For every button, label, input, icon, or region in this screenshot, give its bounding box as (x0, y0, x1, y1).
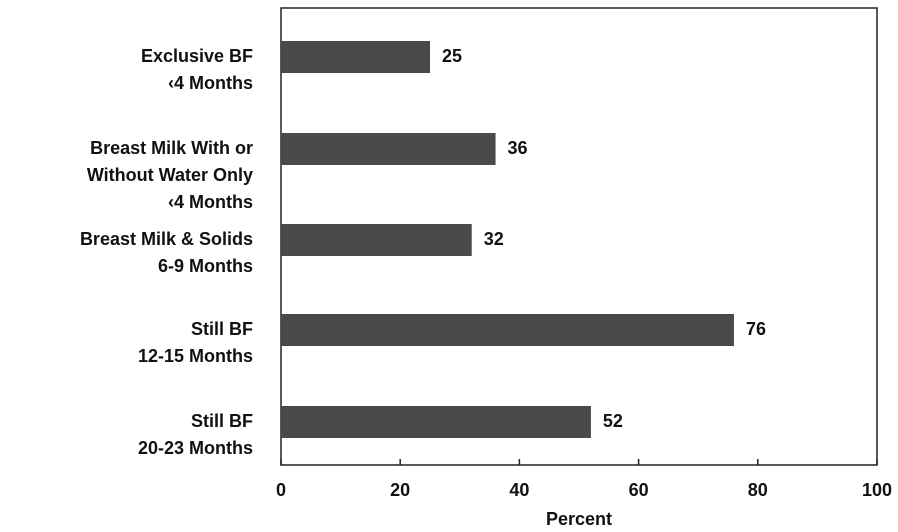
y-tick-label: Breast Milk With or Without Water Only ‹… (86, 138, 253, 212)
value-label: 52 (603, 411, 623, 431)
x-tick-label: 80 (748, 480, 768, 500)
value-label: 36 (508, 138, 528, 158)
y-tick-label: Still BF 20-23 Months (137, 411, 253, 458)
value-label: 32 (484, 229, 504, 249)
y-tick-label: Still BF 12-15 Months (137, 319, 253, 366)
x-tick-label: 20 (390, 480, 410, 500)
bar (281, 41, 430, 73)
value-label: 25 (442, 46, 462, 66)
x-tick-label: 60 (629, 480, 649, 500)
bar (281, 314, 734, 346)
y-tick-label: Exclusive BF ‹4 Months (140, 46, 253, 93)
x-axis-label: Percent (546, 509, 612, 529)
x-tick-label: 0 (276, 480, 286, 500)
bar (281, 133, 496, 165)
bar (281, 406, 591, 438)
y-tick-label: Breast Milk & Solids 6-9 Months (79, 229, 253, 276)
bar (281, 224, 472, 256)
x-tick-label: 100 (862, 480, 892, 500)
value-label: 76 (746, 319, 766, 339)
x-tick-label: 40 (509, 480, 529, 500)
